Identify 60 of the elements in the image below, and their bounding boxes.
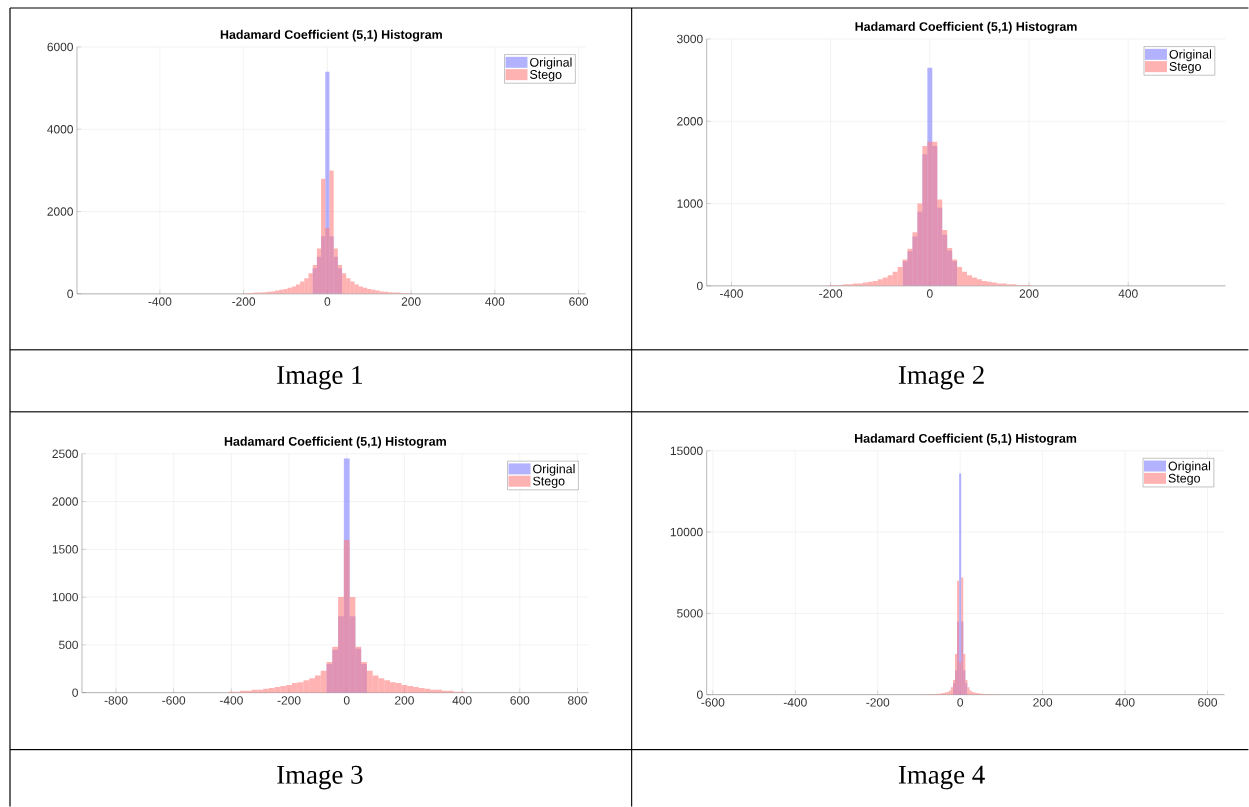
x-tick-label: -200 <box>277 696 301 705</box>
x-tick-label: -400 <box>783 698 807 707</box>
y-tick-label: 2000 <box>677 116 703 126</box>
y-tick-label: 1500 <box>52 545 78 554</box>
y-tick-label: 3000 <box>677 34 703 44</box>
y-tick-label: 2000 <box>52 497 78 506</box>
legend-label: Stego <box>1168 473 1200 485</box>
x-tick-label: 200 <box>401 297 421 306</box>
x-tick-label: -200 <box>232 297 256 306</box>
x-tick-label: 200 <box>1019 289 1039 298</box>
legend-label: Original <box>1168 461 1211 473</box>
legend-label: Stego <box>530 69 562 82</box>
x-tick-label: 200 <box>395 696 414 705</box>
x-tick-label: -400 <box>720 289 743 298</box>
x-tick-label: 600 <box>510 696 530 705</box>
x-tick-label: 200 <box>1033 698 1053 707</box>
legend-label: Stego <box>533 476 565 488</box>
legend-label: Original <box>533 464 575 476</box>
x-tick-label: -800 <box>104 696 128 705</box>
y-tick-label: 1000 <box>677 199 703 208</box>
chart-title: Hadamard Coefficient (5,1) Histogram <box>224 436 446 449</box>
y-tick-label: 4000 <box>47 124 73 134</box>
text: Image 1 <box>277 365 362 390</box>
x-tick-label: 0 <box>343 696 350 705</box>
y-tick-label: 10000 <box>670 527 703 537</box>
text: Image 3 <box>277 765 363 790</box>
chart-title: Hadamard Coefficient (5,1) Histogram <box>855 21 1077 34</box>
y-tick-label: 500 <box>59 640 78 650</box>
x-tick-label: 600 <box>1198 698 1218 707</box>
y-tick-label: 15000 <box>670 446 703 455</box>
y-tick-label: 6000 <box>47 42 73 52</box>
y-tick-label: 2000 <box>47 207 73 216</box>
y-tick-label: 0 <box>696 281 703 290</box>
y-tick-label: 0 <box>696 690 703 699</box>
x-tick-label: 800 <box>568 696 587 705</box>
legend-label: Stego <box>1169 61 1201 74</box>
chart-title: Hadamard Coefficient (5,1) Histogram <box>855 433 1077 446</box>
x-tick-label: 0 <box>324 297 331 306</box>
y-tick-label: 1000 <box>52 592 78 602</box>
x-tick-label: -600 <box>701 698 725 707</box>
x-tick-label: 400 <box>452 696 472 705</box>
text: Image 2 <box>898 365 984 390</box>
y-tick-label: 2500 <box>52 449 78 458</box>
x-tick-label: 0 <box>926 289 933 298</box>
x-tick-label: -600 <box>162 696 186 705</box>
x-tick-label: 600 <box>569 297 589 306</box>
text: Image 4 <box>898 765 985 790</box>
x-tick-label: -400 <box>219 696 243 705</box>
x-tick-label: 0 <box>957 698 964 707</box>
x-tick-label: 400 <box>485 297 505 306</box>
y-tick-label: 0 <box>72 688 78 697</box>
x-tick-label: 400 <box>1115 698 1135 707</box>
x-tick-label: 400 <box>1118 289 1138 298</box>
x-tick-label: -200 <box>866 698 890 707</box>
x-tick-label: -400 <box>148 297 172 306</box>
legend-label: Original <box>530 57 572 70</box>
legend-label: Original <box>1169 49 1212 62</box>
chart-title: Hadamard Coefficient (5,1) Histogram <box>220 29 442 42</box>
y-tick-label: 5000 <box>677 609 703 618</box>
x-tick-label: -200 <box>819 289 843 298</box>
